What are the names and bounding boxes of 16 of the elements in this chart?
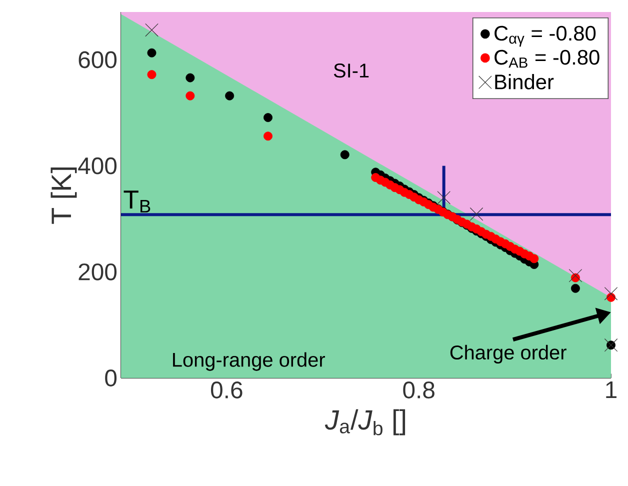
x-tick-label: 0.8 [403,382,434,398]
x-tick-label: 1 [606,382,616,398]
annotation: Charge order [450,344,566,364]
y-tick-label: 400 [78,157,117,174]
y-tick-label: 200 [78,263,117,280]
y-tick-label: 0 [105,370,117,386]
annotation: SI-1 [334,64,369,78]
legend-label: Binder [495,74,554,90]
x-tick-label: 0.6 [211,382,242,398]
ref-line-label: T$_{B}$ [124,190,150,212]
legend-label: C$_{αγ}$ = -0.80 [494,26,596,47]
x-axis-title: J$_{a}$/J$_{b}$ [] [324,409,406,436]
legend-label: C$_{AB}$ = -0.80 [494,50,600,68]
annotation: Long-range order [173,352,325,371]
y-tick-label: 600 [78,51,117,68]
y-axis-title: T [K] [50,168,77,224]
